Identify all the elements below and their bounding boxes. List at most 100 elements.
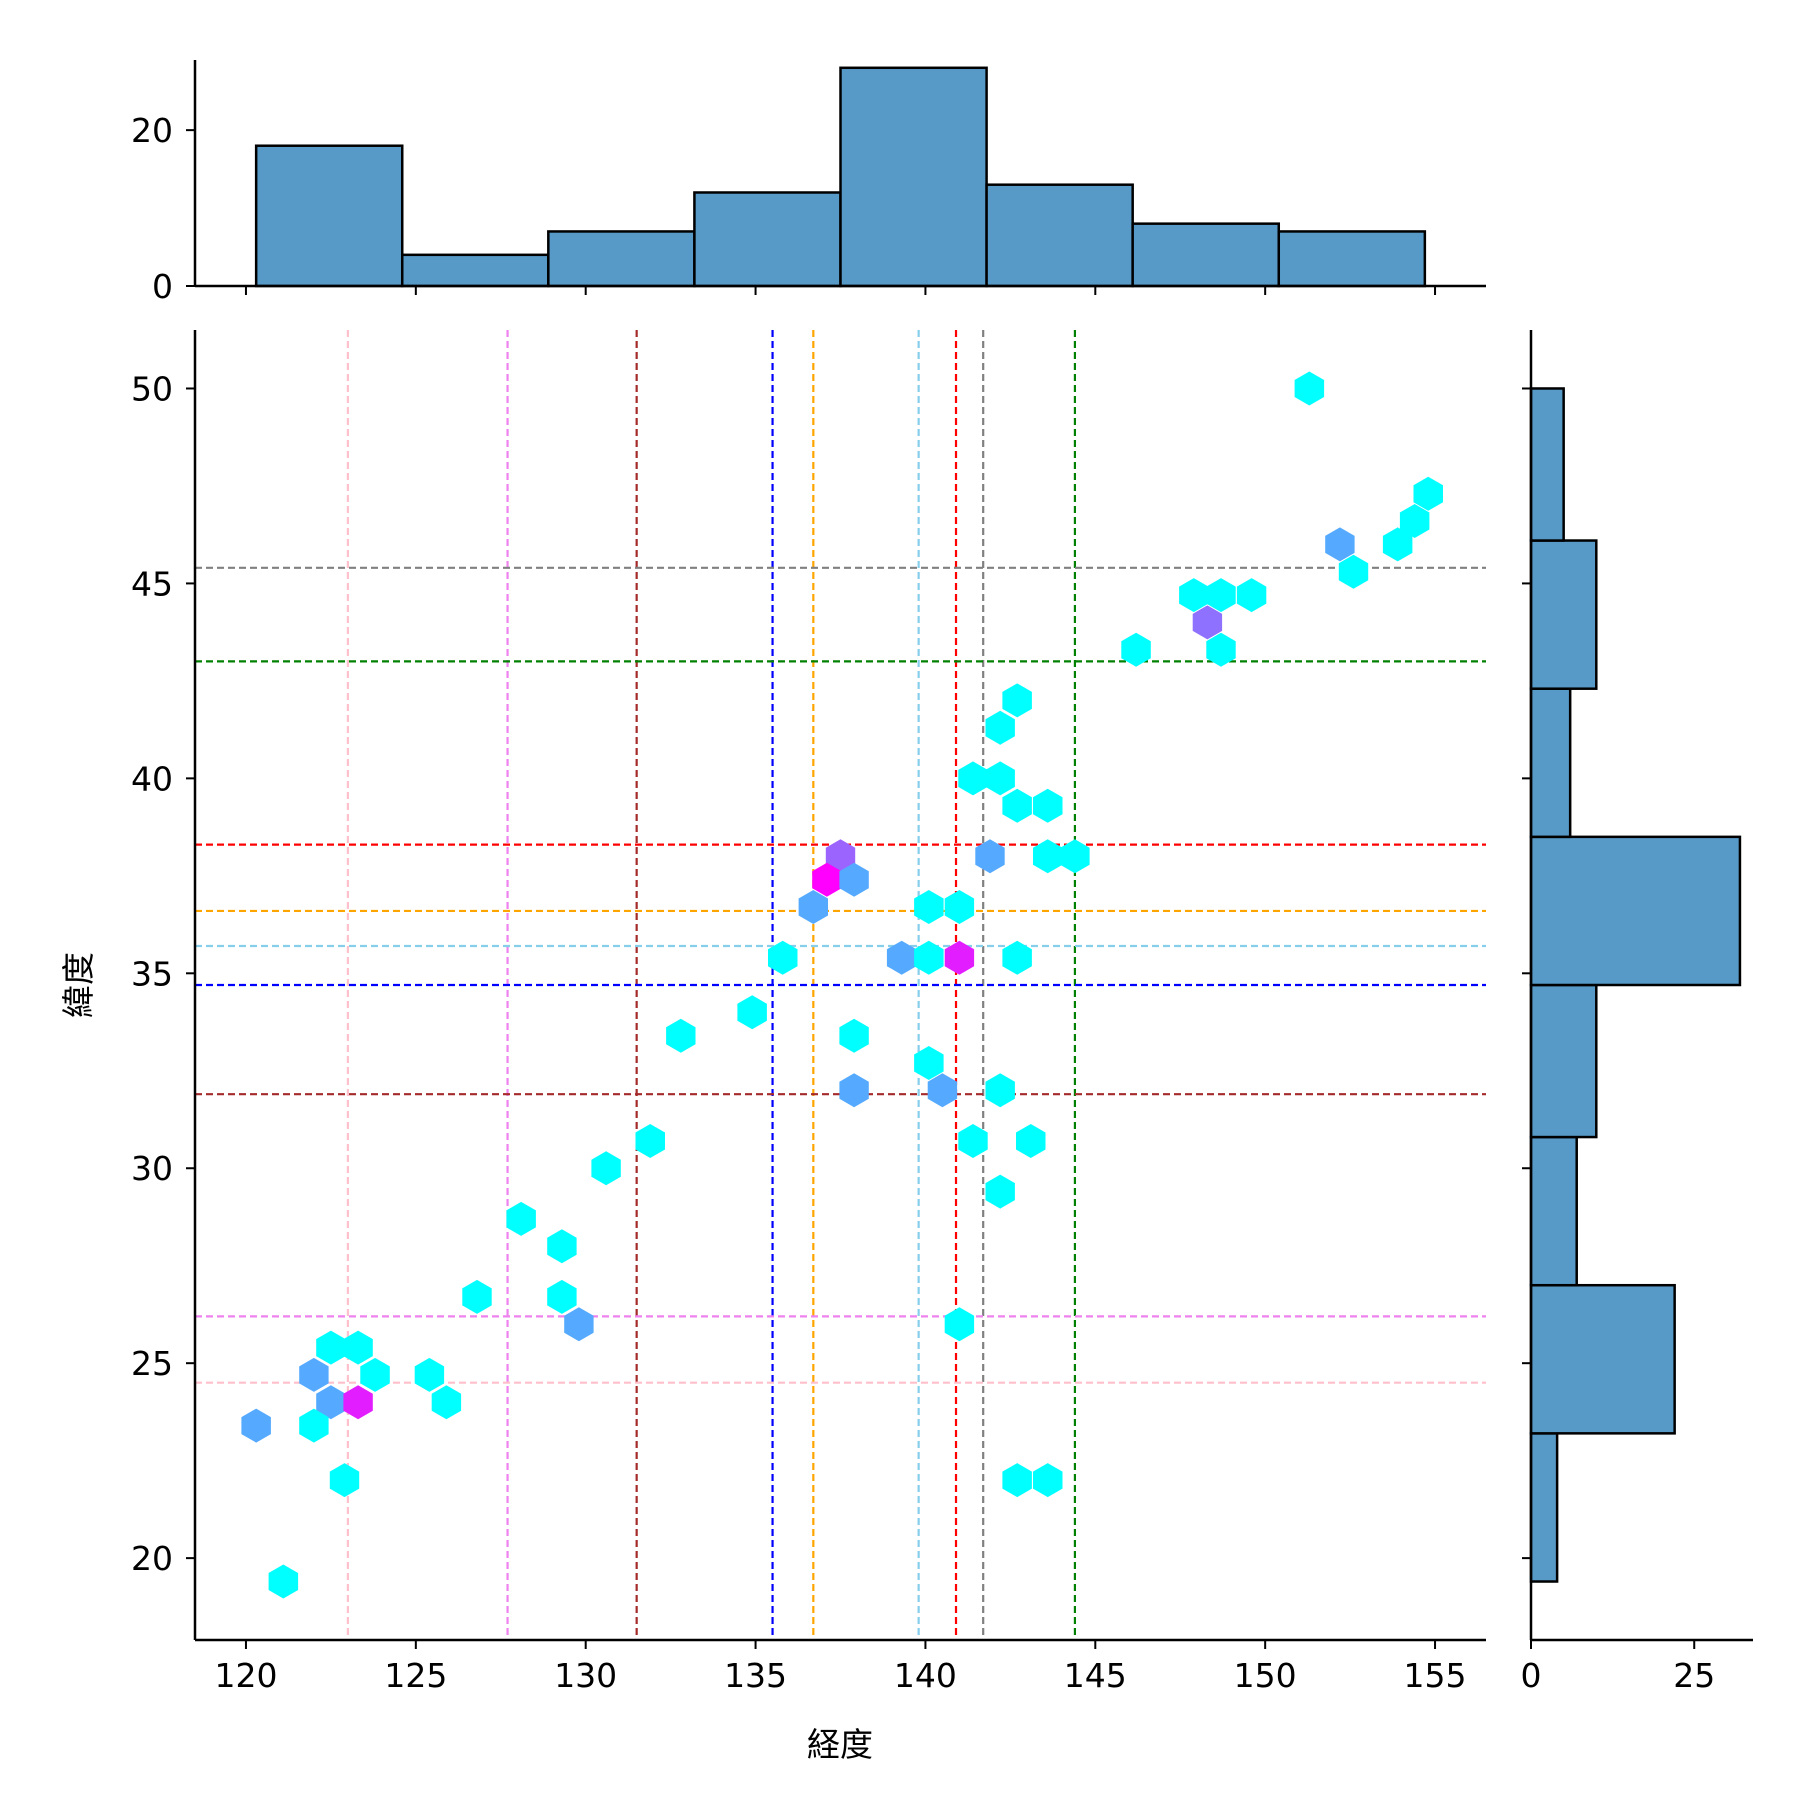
right-hist-bar-5 xyxy=(1529,687,1572,839)
hexbin-24 xyxy=(798,890,828,924)
hexbin-38 xyxy=(985,1073,1015,1108)
hexbin-30 xyxy=(944,940,975,975)
hexbin-40 xyxy=(958,1124,988,1158)
hexbin-6 xyxy=(1179,578,1209,613)
hexbin-56 xyxy=(343,1385,373,1420)
hexbin-52 xyxy=(299,1357,329,1392)
y-tick-label-20: 20 xyxy=(131,1539,173,1578)
top-hist-bar-4 xyxy=(839,66,988,288)
top-hist-bar-1 xyxy=(400,253,550,288)
hexbin-15 xyxy=(985,761,1015,796)
hexbin-26 xyxy=(944,890,975,924)
top-hist-bar-5 xyxy=(985,183,1134,288)
hexbin-48 xyxy=(564,1307,594,1342)
hexbin-63 xyxy=(268,1564,299,1599)
top-hist-bar-7 xyxy=(1277,230,1427,288)
hexbin-18 xyxy=(825,839,856,874)
top-hist-bar-6 xyxy=(1131,222,1281,288)
hexbin-35 xyxy=(914,1046,944,1080)
hexbin-1 xyxy=(1413,476,1443,511)
hexbin-2 xyxy=(1399,504,1430,538)
hexbin-55 xyxy=(316,1385,346,1420)
y-tick-label-25: 25 xyxy=(131,1344,173,1383)
hexbin-29 xyxy=(914,940,944,975)
x-axis-title: 経度 xyxy=(807,1725,873,1764)
hexbin-61 xyxy=(1002,1463,1032,1498)
hexbin-47 xyxy=(547,1279,577,1314)
x-tick-label-130: 130 xyxy=(554,1656,617,1695)
hexbin-13 xyxy=(985,710,1015,745)
hexbin-3 xyxy=(1382,527,1413,562)
hexbin-19 xyxy=(975,839,1005,874)
hexbin-9 xyxy=(1192,605,1223,640)
hexbin-32 xyxy=(737,995,767,1030)
hexbin-4 xyxy=(1325,527,1355,562)
hexbin-33 xyxy=(666,1018,696,1053)
hexbin-21 xyxy=(1060,839,1090,874)
top-hist-bar-0 xyxy=(254,144,404,288)
top-marginal-histogram: 0 20 xyxy=(131,60,1486,306)
hexbin-49 xyxy=(944,1307,975,1342)
hexbin-11 xyxy=(1206,632,1236,667)
hexbin-7 xyxy=(1206,578,1236,613)
hexbin-51 xyxy=(343,1330,373,1365)
right-hist-x-tick-label-25: 25 xyxy=(1673,1656,1715,1695)
hexbin-31 xyxy=(1002,940,1032,975)
hexbin-10 xyxy=(1121,632,1151,667)
right-hist-x-tick-label-0: 0 xyxy=(1521,1656,1542,1695)
x-tick-label-125: 125 xyxy=(384,1656,447,1695)
hexbin-20 xyxy=(1033,839,1063,874)
y-tick-label-30: 30 xyxy=(131,1149,173,1188)
hexbin-54 xyxy=(414,1357,445,1392)
hexbin-panel: 120 125 130 135 140 145 150 155 20253035404550 … xyxy=(59,330,1486,1764)
x-tick-label-135: 135 xyxy=(724,1656,787,1695)
hexbin-17 xyxy=(1033,788,1063,823)
y-tick-label-50: 50 xyxy=(131,369,173,408)
hexbin-46 xyxy=(462,1279,492,1314)
y-axis-title: 緯度 xyxy=(59,952,98,1018)
hexbin-16 xyxy=(1002,788,1032,823)
hexbin-37 xyxy=(927,1073,958,1108)
top-hist-y-tick-label-20: 20 xyxy=(131,111,173,150)
hexbin-23 xyxy=(839,862,869,897)
right-hist-bar-2 xyxy=(1529,1135,1578,1287)
right-marginal-histogram: 0 25 xyxy=(1521,330,1753,1695)
hexbin-43 xyxy=(985,1174,1015,1209)
hexbin-8 xyxy=(1236,578,1267,613)
hexbin-28 xyxy=(886,940,917,975)
hexbin-22 xyxy=(812,862,842,897)
top-hist-bar-2 xyxy=(547,230,696,288)
hexbin-59 xyxy=(299,1408,329,1443)
right-hist-bar-0 xyxy=(1529,1432,1559,1583)
hexbin-45 xyxy=(547,1229,577,1264)
hexbin-53 xyxy=(360,1357,390,1392)
hexbin-34 xyxy=(839,1018,869,1053)
hexbin-25 xyxy=(914,890,944,924)
hexbin-44 xyxy=(506,1201,536,1236)
hexbin-58 xyxy=(241,1408,271,1443)
right-hist-bar-7 xyxy=(1529,387,1565,542)
hexbin-39 xyxy=(635,1124,665,1158)
x-tick-label-150: 150 xyxy=(1234,1656,1297,1695)
right-hist-bar-4 xyxy=(1529,835,1742,987)
hexbin-14 xyxy=(958,761,988,796)
y-tick-label-40: 40 xyxy=(131,759,173,798)
top-hist-y-tick-label-0: 0 xyxy=(152,267,173,306)
x-tick-label-155: 155 xyxy=(1404,1656,1467,1695)
hexbin-50 xyxy=(316,1330,346,1365)
hexbin-60 xyxy=(329,1463,360,1498)
x-tick-label-120: 120 xyxy=(214,1656,277,1695)
x-tick-label-145: 145 xyxy=(1064,1656,1127,1695)
hexbin-0 xyxy=(1294,371,1325,406)
hexbin-41 xyxy=(1016,1124,1046,1158)
y-tick-label-45: 45 xyxy=(131,564,173,603)
hexbin-57 xyxy=(431,1385,462,1420)
y-tick-label-35: 35 xyxy=(131,954,173,993)
hexbin-27 xyxy=(768,940,798,975)
right-hist-bar-3 xyxy=(1529,983,1598,1139)
hexbin-12 xyxy=(1002,683,1032,718)
top-hist-bar-3 xyxy=(693,191,842,288)
hexbin-5 xyxy=(1338,554,1369,589)
right-hist-bar-1 xyxy=(1529,1283,1676,1435)
